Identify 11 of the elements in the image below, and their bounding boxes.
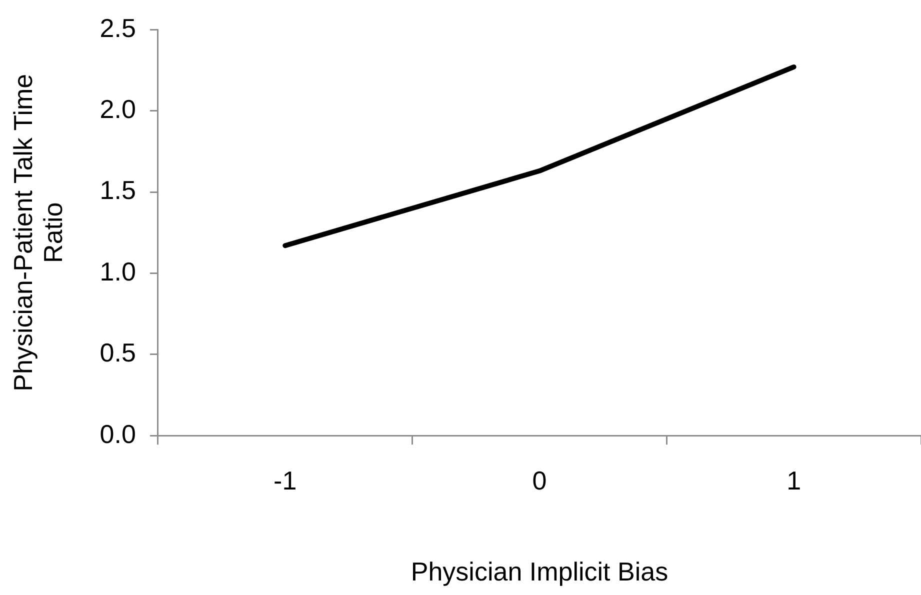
x-tick-label: 1 xyxy=(786,465,802,496)
y-tick-label: 1.0 xyxy=(100,256,136,286)
y-tick-label: 2.0 xyxy=(100,94,136,124)
x-tick-label: -1 xyxy=(274,465,297,496)
y-tick-label: 0.0 xyxy=(100,418,136,449)
y-tick-label: 1.5 xyxy=(100,175,136,206)
x-tick-label: 0 xyxy=(532,465,547,496)
y-tick-label: 0.5 xyxy=(100,338,136,368)
y-axis-title: Physician-Patient Talk Time Ratio xyxy=(8,74,68,392)
y-tick-label: 2.5 xyxy=(100,12,136,43)
x-axis-title: Physician Implicit Bias xyxy=(410,556,668,587)
